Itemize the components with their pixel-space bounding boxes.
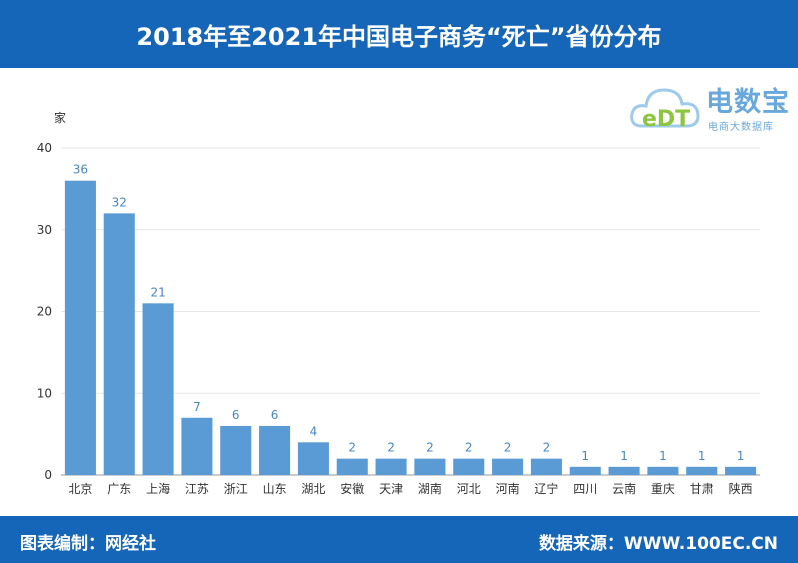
x-tick-label: 四川 [573,482,597,496]
data-label: 21 [150,285,165,299]
bar-chart: 010203040家36北京32广东21上海7江苏6浙江6山东4湖北2安徽2天津… [37,110,760,496]
x-tick-label: 广东 [107,482,131,496]
data-label: 4 [310,424,318,438]
bar [220,425,252,475]
data-label: 1 [737,449,745,463]
y-axis-label: 家 [54,110,66,125]
edt-logo: eDT 电数宝 电商大数据库 [628,76,793,138]
logo-mark: eDT [642,107,690,132]
bar [181,417,213,475]
bar [569,466,601,475]
y-tick-label: 10 [37,386,52,400]
x-tick-label: 北京 [68,482,92,496]
data-label: 1 [698,449,706,463]
logo-name: 电数宝 [706,87,790,118]
x-tick-label: 河南 [496,481,520,496]
data-label: 2 [426,441,434,455]
footer-bar: 图表编制：网经社 数据来源：WWW.100EC.CN [0,516,798,563]
x-tick-label: 安徽 [340,481,364,496]
data-label: 6 [232,408,240,422]
bar [530,458,562,475]
data-label: 7 [193,400,201,414]
x-tick-label: 浙江 [224,482,248,496]
bar [297,442,329,475]
cloud-logo-icon: eDT [630,88,700,132]
y-tick-label: 40 [37,141,52,155]
data-label: 1 [581,449,589,463]
x-tick-label: 重庆 [651,482,675,496]
bar [336,458,368,475]
x-tick-label: 山东 [263,482,287,496]
data-label: 1 [659,449,667,463]
x-tick-label: 湖北 [301,481,325,496]
x-tick-label: 辽宁 [534,481,558,496]
data-label: 2 [387,441,395,455]
data-label: 1 [620,449,628,463]
y-tick-label: 30 [37,223,52,237]
x-tick-label: 云南 [612,481,636,496]
data-label: 6 [271,408,279,422]
bar [259,425,291,475]
chart-title: 2018年至2021年中国电子商务“死亡”省份分布 [136,22,662,51]
bar [725,466,757,475]
data-label: 36 [73,163,88,177]
bar [64,180,96,475]
data-label: 2 [348,441,356,455]
x-tick-label: 江苏 [185,482,209,496]
bar [453,458,485,475]
data-label: 32 [112,195,127,209]
y-tick-label: 0 [44,468,52,482]
x-tick-label: 陕西 [729,481,753,496]
x-tick-label: 河北 [457,482,481,496]
bar [414,458,446,475]
footer-editor: 图表编制：网经社 [20,534,156,554]
data-label: 2 [543,441,551,455]
chart-title-bar: 2018年至2021年中国电子商务“死亡”省份分布 [0,0,798,68]
bar [103,213,135,475]
bar [686,466,718,475]
x-tick-label: 天津 [379,482,403,496]
bar [647,466,679,475]
footer-source: 数据来源：WWW.100EC.CN [538,534,778,554]
bar [142,303,174,475]
x-tick-label: 湖南 [418,481,442,496]
x-tick-label: 甘肃 [690,482,714,496]
x-tick-label: 上海 [146,481,170,496]
bar [492,458,524,475]
data-label: 2 [465,441,473,455]
logo-subtitle: 电商大数据库 [708,122,774,133]
data-label: 2 [504,441,512,455]
bar [375,458,407,475]
y-tick-label: 20 [37,305,52,319]
bar [608,466,640,475]
